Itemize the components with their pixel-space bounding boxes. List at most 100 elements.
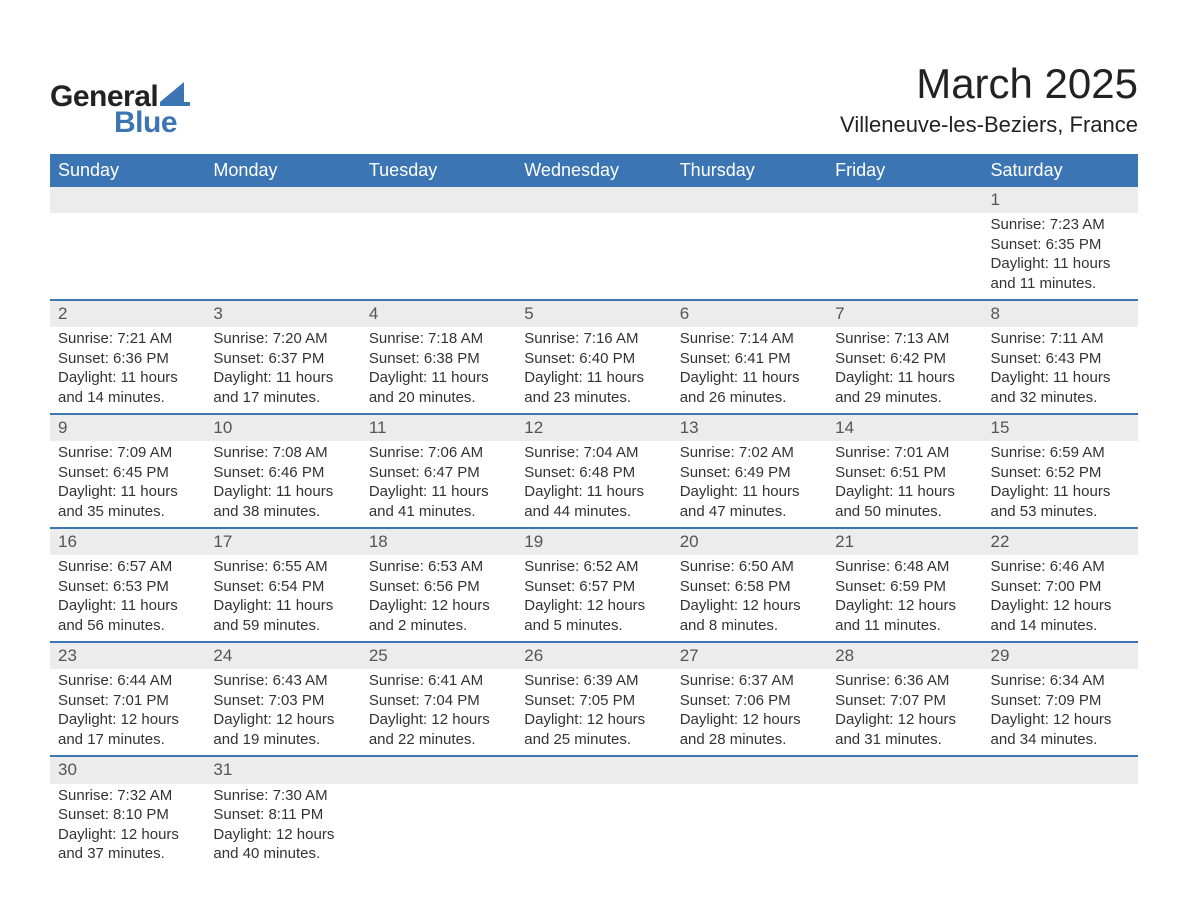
weekday-header: Saturday — [983, 154, 1138, 187]
day-number-cell: 26 — [516, 642, 671, 669]
daylight-text: Daylight: 11 hours and 38 minutes. — [213, 482, 352, 521]
sunset-text: Sunset: 6:35 PM — [991, 235, 1130, 255]
daylight-text: Daylight: 12 hours and 8 minutes. — [680, 596, 819, 635]
day-details-cell: Sunrise: 7:06 AMSunset: 6:47 PMDaylight:… — [361, 441, 516, 528]
day-details-cell: Sunrise: 6:55 AMSunset: 6:54 PMDaylight:… — [205, 555, 360, 642]
location-text: Villeneuve-les-Beziers, France — [840, 112, 1138, 138]
sunrise-text: Sunrise: 6:39 AM — [524, 671, 663, 691]
day-details-cell: Sunrise: 6:39 AMSunset: 7:05 PMDaylight:… — [516, 669, 671, 756]
sunset-text: Sunset: 6:46 PM — [213, 463, 352, 483]
day-details-cell: Sunrise: 7:16 AMSunset: 6:40 PMDaylight:… — [516, 327, 671, 414]
sunset-text: Sunset: 6:48 PM — [524, 463, 663, 483]
day-details-row: Sunrise: 6:57 AMSunset: 6:53 PM Daylight:… — [50, 555, 1138, 642]
sunrise-text: Sunrise: 6:52 AM — [524, 557, 663, 577]
day-number-cell: 27 — [672, 642, 827, 669]
day-details-cell: Sunrise: 6:52 AMSunset: 6:57 PMDaylight:… — [516, 555, 671, 642]
sunrise-text: Sunrise: 6:41 AM — [369, 671, 508, 691]
sunrise-text: Sunrise: 7:04 AM — [524, 443, 663, 463]
day-details-cell: Sunrise: 7:30 AMSunset: 8:11 PMDaylight:… — [205, 784, 360, 870]
sunset-text: Sunset: 6:52 PM — [991, 463, 1130, 483]
day-details-cell: Sunrise: 6:44 AMSunset: 7:01 PMDaylight:… — [50, 669, 205, 756]
day-number-row: 9101112131415 — [50, 414, 1138, 441]
day-details-cell: Sunrise: 6:43 AMSunset: 7:03 PMDaylight:… — [205, 669, 360, 756]
day-number-row: 2345678 — [50, 300, 1138, 327]
sunrise-text: Sunrise: 6:57 AM — [58, 557, 197, 577]
sunset-text: Sunset: 7:05 PM — [524, 691, 663, 711]
day-details-cell: Sunrise: 7:11 AMSunset: 6:43 PMDaylight:… — [983, 327, 1138, 414]
sunrise-text: Sunrise: 6:55 AM — [213, 557, 352, 577]
day-number-cell: 2 — [50, 300, 205, 327]
daylight-text: Daylight: 11 hours and 41 minutes. — [369, 482, 508, 521]
day-details-cell: Sunrise: 6:57 AMSunset: 6:53 PMDaylight:… — [50, 555, 205, 642]
day-number-cell: 8 — [983, 300, 1138, 327]
day-number-cell: 20 — [672, 528, 827, 555]
sunset-text: Sunset: 6:45 PM — [58, 463, 197, 483]
weekday-header: Wednesday — [516, 154, 671, 187]
daylight-text: Daylight: 11 hours and 11 minutes. — [991, 254, 1130, 293]
sunrise-text: Sunrise: 7:13 AM — [835, 329, 974, 349]
daylight-text: Daylight: 11 hours and 59 minutes. — [213, 596, 352, 635]
day-number-cell: 9 — [50, 414, 205, 441]
day-number-cell — [983, 756, 1138, 783]
day-details-cell: Sunrise: 6:37 AMSunset: 7:06 PMDaylight:… — [672, 669, 827, 756]
day-number-cell — [827, 756, 982, 783]
day-details-cell: Sunrise: 7:08 AMSunset: 6:46 PMDaylight:… — [205, 441, 360, 528]
day-number-cell — [516, 756, 671, 783]
calendar-body: 1Sunrise: 7:23 AMSunset: 6:35 PMDaylight… — [50, 187, 1138, 870]
title-block: March 2025 Villeneuve-les-Beziers, Franc… — [840, 50, 1138, 148]
day-details-row: Sunrise: 6:44 AMSunset: 7:01 PMDaylight:… — [50, 669, 1138, 756]
sunrise-text: Sunrise: 7:01 AM — [835, 443, 974, 463]
daylight-text: Daylight: 12 hours and 2 minutes. — [369, 596, 508, 635]
day-details-cell — [205, 213, 360, 300]
sunrise-text: Sunrise: 6:46 AM — [991, 557, 1130, 577]
day-number-cell — [672, 187, 827, 213]
day-number-cell: 14 — [827, 414, 982, 441]
day-details-cell: Sunrise: 6:48 AMSunset: 6:59 PMDaylight:… — [827, 555, 982, 642]
day-number-cell: 25 — [361, 642, 516, 669]
day-details-cell: Sunrise: 7:04 AMSunset: 6:48 PMDaylight:… — [516, 441, 671, 528]
day-number-cell: 13 — [672, 414, 827, 441]
daylight-text: Daylight: 11 hours and 53 minutes. — [991, 482, 1130, 521]
sunrise-text: Sunrise: 7:32 AM — [58, 786, 197, 806]
day-number-cell: 4 — [361, 300, 516, 327]
day-details-cell: Sunrise: 6:59 AMSunset: 6:52 PMDaylight:… — [983, 441, 1138, 528]
sunrise-text: Sunrise: 6:34 AM — [991, 671, 1130, 691]
sunrise-text: Sunrise: 7:11 AM — [991, 329, 1130, 349]
sunrise-text: Sunrise: 6:48 AM — [835, 557, 974, 577]
day-details-cell: Sunrise: 7:01 AMSunset: 6:51 PMDaylight:… — [827, 441, 982, 528]
daylight-text: Daylight: 12 hours and 19 minutes. — [213, 710, 352, 749]
sunset-text: Sunset: 6:47 PM — [369, 463, 508, 483]
day-details-cell: Sunrise: 7:14 AMSunset: 6:41 PMDaylight:… — [672, 327, 827, 414]
logo-text-blue: Blue — [114, 106, 177, 140]
sunset-text: Sunset: 6:51 PM — [835, 463, 974, 483]
day-details-cell: Sunrise: 6:46 AMSunset: 7:00 PMDaylight:… — [983, 555, 1138, 642]
day-number-cell: 24 — [205, 642, 360, 669]
day-number-cell: 29 — [983, 642, 1138, 669]
day-number-cell: 16 — [50, 528, 205, 555]
weekday-header: Friday — [827, 154, 982, 187]
sunset-text: Sunset: 7:03 PM — [213, 691, 352, 711]
sunset-text: Sunset: 7:09 PM — [991, 691, 1130, 711]
day-details-row: Sunrise: 7:23 AMSunset: 6:35 PMDaylight:… — [50, 213, 1138, 300]
day-number-cell: 6 — [672, 300, 827, 327]
sunset-text: Sunset: 6:41 PM — [680, 349, 819, 369]
day-number-cell: 15 — [983, 414, 1138, 441]
sunset-text: Sunset: 6:53 PM — [58, 577, 197, 597]
daylight-text: Daylight: 12 hours and 25 minutes. — [524, 710, 663, 749]
sunset-text: Sunset: 7:00 PM — [991, 577, 1130, 597]
daylight-text: Daylight: 11 hours and 23 minutes. — [524, 368, 663, 407]
day-details-cell: Sunrise: 7:32 AMSunset: 8:10 PMDaylight:… — [50, 784, 205, 870]
sunrise-text: Sunrise: 7:18 AM — [369, 329, 508, 349]
day-number-cell — [672, 756, 827, 783]
daylight-text: Daylight: 12 hours and 11 minutes. — [835, 596, 974, 635]
day-details-row: Sunrise: 7:09 AMSunset: 6:45 PMDaylight:… — [50, 441, 1138, 528]
daylight-text: Daylight: 12 hours and 34 minutes. — [991, 710, 1130, 749]
sunrise-text: Sunrise: 7:06 AM — [369, 443, 508, 463]
day-details-cell — [983, 784, 1138, 870]
daylight-text: Daylight: 12 hours and 31 minutes. — [835, 710, 974, 749]
day-number-row: 3031 — [50, 756, 1138, 783]
weekday-header: Monday — [205, 154, 360, 187]
sunset-text: Sunset: 6:56 PM — [369, 577, 508, 597]
day-number-cell: 11 — [361, 414, 516, 441]
day-number-cell: 18 — [361, 528, 516, 555]
